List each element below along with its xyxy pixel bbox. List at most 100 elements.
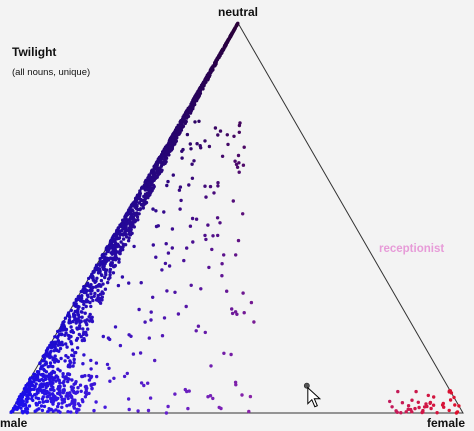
data-point bbox=[9, 410, 14, 414]
data-point bbox=[432, 395, 436, 399]
data-point bbox=[155, 162, 160, 166]
data-point bbox=[204, 237, 208, 242]
data-point bbox=[68, 391, 72, 395]
data-point bbox=[233, 310, 238, 314]
data-point bbox=[151, 295, 155, 299]
data-point bbox=[142, 199, 147, 203]
data-point bbox=[28, 376, 33, 380]
data-point bbox=[137, 307, 141, 312]
data-point bbox=[457, 404, 461, 408]
data-point bbox=[178, 125, 182, 129]
data-point bbox=[33, 409, 37, 413]
data-point bbox=[104, 259, 109, 264]
data-point bbox=[190, 176, 195, 180]
data-point bbox=[147, 336, 151, 340]
data-point bbox=[212, 191, 216, 195]
data-point bbox=[118, 343, 123, 348]
data-point bbox=[108, 273, 112, 277]
data-point bbox=[61, 372, 65, 376]
highlighted-point[interactable] bbox=[303, 382, 310, 389]
data-point bbox=[166, 251, 171, 255]
data-point bbox=[80, 315, 84, 319]
data-point bbox=[121, 232, 126, 236]
data-point bbox=[67, 372, 72, 377]
data-point bbox=[113, 264, 117, 268]
data-point bbox=[121, 242, 126, 246]
data-point bbox=[76, 294, 81, 299]
data-point bbox=[28, 380, 32, 384]
data-point bbox=[76, 304, 80, 309]
data-point bbox=[175, 126, 180, 131]
data-point bbox=[94, 285, 98, 289]
data-point bbox=[132, 244, 136, 249]
data-point bbox=[414, 389, 418, 394]
data-point bbox=[215, 216, 220, 220]
data-point bbox=[45, 352, 49, 356]
data-point bbox=[168, 138, 172, 142]
data-point bbox=[70, 353, 74, 357]
data-point bbox=[171, 173, 175, 177]
data-point bbox=[416, 400, 420, 404]
data-point bbox=[84, 300, 89, 304]
data-point bbox=[107, 366, 111, 370]
data-point bbox=[133, 205, 137, 209]
data-point bbox=[121, 218, 125, 223]
data-point bbox=[108, 275, 112, 280]
data-point bbox=[60, 405, 64, 409]
data-point bbox=[396, 389, 400, 394]
data-point bbox=[87, 315, 91, 319]
data-point bbox=[58, 346, 63, 351]
data-point bbox=[62, 384, 66, 388]
data-point bbox=[63, 342, 68, 346]
data-point bbox=[40, 390, 44, 394]
data-point bbox=[116, 226, 121, 230]
data-point bbox=[108, 267, 113, 272]
vertex-label-neutral: neutral bbox=[218, 5, 259, 19]
data-point bbox=[91, 298, 95, 303]
data-point bbox=[51, 364, 55, 369]
data-point bbox=[78, 383, 83, 387]
data-point bbox=[137, 197, 142, 201]
data-point bbox=[142, 383, 146, 388]
data-point bbox=[101, 267, 106, 271]
data-point bbox=[25, 399, 29, 404]
data-point bbox=[179, 198, 183, 203]
data-point bbox=[46, 346, 50, 350]
data-point bbox=[153, 164, 157, 168]
data-point bbox=[424, 402, 428, 406]
data-point bbox=[136, 409, 140, 413]
data-point bbox=[204, 195, 208, 199]
data-point bbox=[204, 75, 209, 80]
data-point bbox=[89, 287, 93, 291]
data-point bbox=[188, 105, 192, 109]
data-point bbox=[69, 410, 73, 414]
data-point bbox=[188, 224, 193, 228]
data-point bbox=[82, 338, 87, 343]
data-point bbox=[27, 404, 32, 408]
data-point bbox=[27, 390, 32, 394]
data-point bbox=[66, 355, 70, 360]
data-point bbox=[62, 323, 66, 327]
data-point bbox=[75, 326, 79, 330]
data-point bbox=[425, 404, 429, 409]
data-point bbox=[135, 215, 140, 219]
data-point bbox=[170, 147, 174, 151]
data-point bbox=[209, 67, 214, 71]
data-point bbox=[24, 386, 29, 391]
data-point bbox=[410, 410, 414, 414]
data-point bbox=[162, 210, 166, 214]
data-point bbox=[72, 357, 76, 362]
data-point bbox=[150, 168, 154, 172]
data-point bbox=[452, 395, 456, 400]
data-point bbox=[129, 215, 133, 219]
data-point bbox=[73, 318, 77, 322]
data-point bbox=[41, 400, 46, 404]
data-point bbox=[144, 183, 148, 187]
data-point bbox=[74, 350, 78, 355]
data-point bbox=[109, 246, 113, 250]
data-point bbox=[242, 145, 246, 149]
data-point bbox=[453, 403, 457, 407]
data-point bbox=[132, 211, 137, 216]
data-point bbox=[65, 345, 69, 349]
